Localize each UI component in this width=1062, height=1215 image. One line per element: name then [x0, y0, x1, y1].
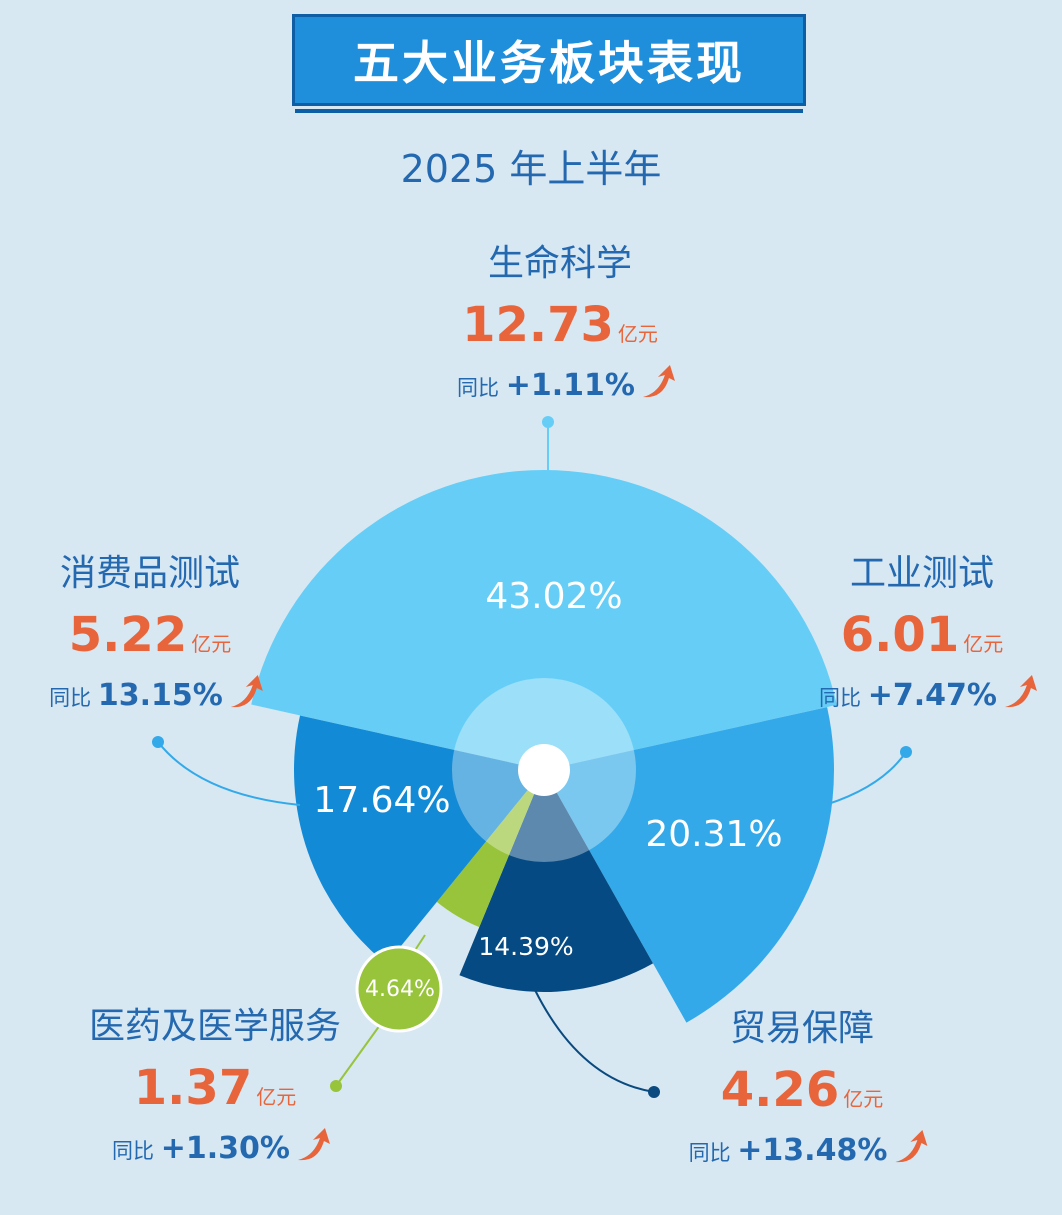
share-badge-4: [355, 945, 443, 1033]
segment-yoy-3: 同比 +13.48%: [689, 1133, 888, 1168]
up-arrow-icon-2: [1004, 675, 1037, 708]
segment-name-5: 消费品测试: [60, 553, 240, 594]
segment-value-2: 6.01 亿元: [841, 607, 1003, 663]
title-box: 五大业务板块表现: [292, 14, 806, 113]
up-arrow-icon-3: [895, 1130, 928, 1163]
up-arrow-icon-4: [297, 1128, 330, 1161]
share-label-4: 4.64%: [365, 977, 435, 1002]
connector-dot-3: [648, 1086, 660, 1098]
segment-yoy-2: 同比 +7.47%: [819, 678, 997, 713]
share-label-5: 17.64%: [313, 780, 450, 821]
center-dot: [518, 744, 570, 796]
connector-dot-2: [900, 746, 912, 758]
up-arrow-icon-1: [642, 365, 675, 398]
up-arrow-icon-5: [230, 675, 263, 708]
segment-name-3: 贸易保障: [730, 1008, 874, 1049]
connector-dot-1: [542, 416, 554, 428]
connector-line-3: [534, 989, 655, 1093]
segment-yoy-1: 同比 +1.11%: [457, 368, 635, 403]
segment-name-2: 工业测试: [850, 553, 994, 594]
page-subtitle: 2025 年上半年: [400, 147, 662, 191]
segment-value-3: 4.26 亿元: [721, 1062, 883, 1118]
connector-line-5: [157, 741, 301, 806]
pie-slice-3: [459, 770, 654, 992]
connector-dot-5: [152, 736, 164, 748]
share-label-2: 20.31%: [645, 814, 782, 855]
pie-slice-1: [251, 470, 837, 770]
share-label-3: 14.39%: [478, 932, 573, 961]
connector-dot-4: [330, 1080, 342, 1092]
segment-yoy-5: 同比 13.15%: [49, 678, 223, 713]
segment-name-4: 医药及医学服务: [89, 1006, 341, 1047]
pie-slice-2: [544, 707, 835, 1023]
pie-slice-4: [436, 770, 544, 928]
page-title: 五大业务板块表现: [353, 36, 745, 90]
share-label-1: 43.02%: [485, 576, 622, 617]
segment-yoy-4: 同比 +1.30%: [112, 1131, 290, 1166]
segment-value-4: 1.37 亿元: [134, 1060, 296, 1116]
segment-value-5: 5.22 亿元: [69, 607, 231, 663]
connector-line-4: [335, 1024, 381, 1087]
pie-slice-5: [294, 715, 544, 965]
segment-name-1: 生命科学: [488, 243, 632, 284]
segment-value-1: 12.73 亿元: [462, 297, 658, 353]
connector-line-2: [814, 751, 907, 809]
